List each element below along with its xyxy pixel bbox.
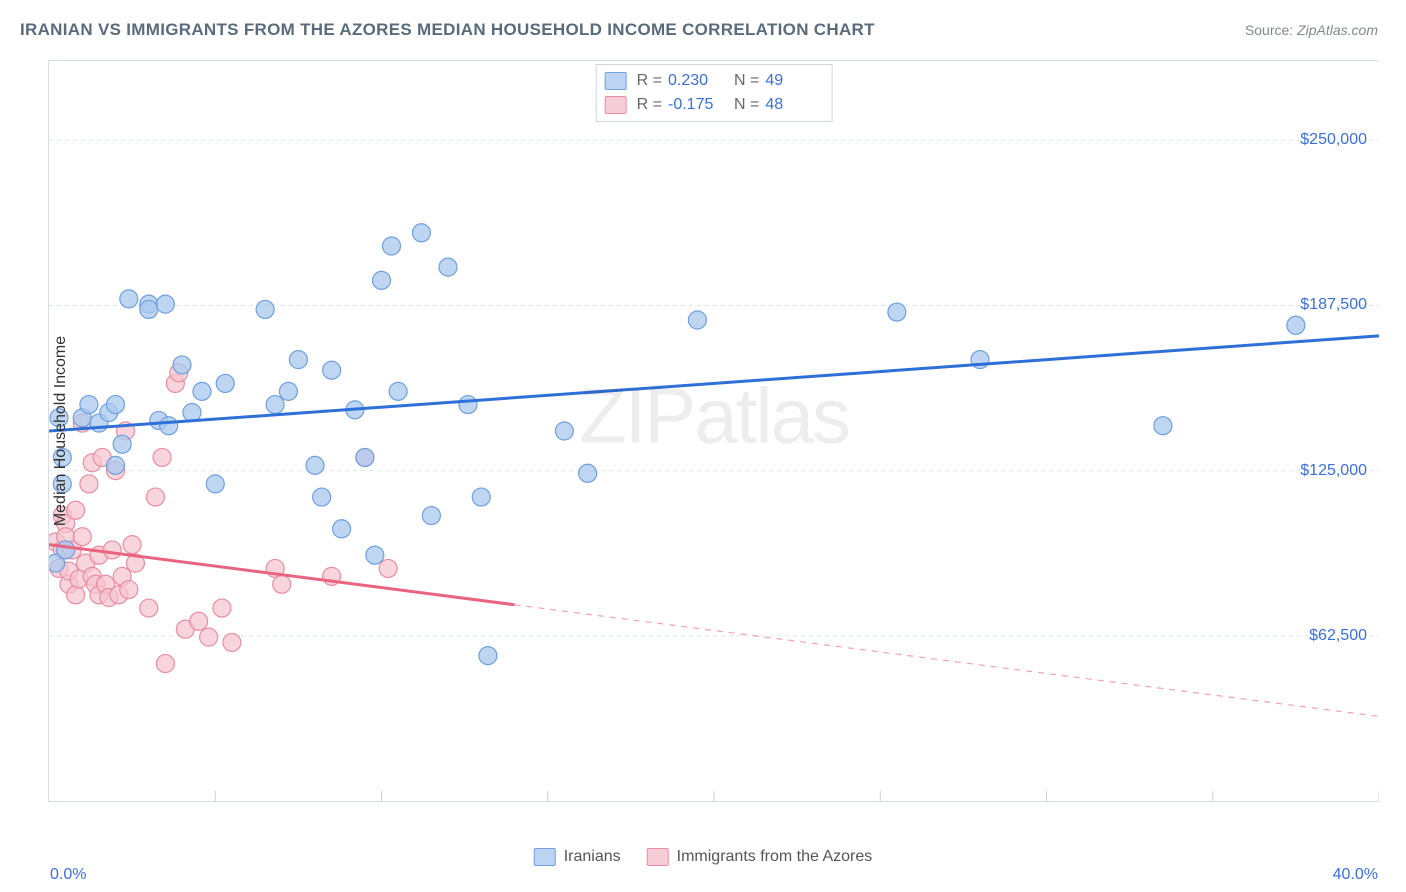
scatter-point-s1 — [389, 382, 407, 400]
scatter-point-s1 — [183, 404, 201, 422]
scatter-point-s1 — [459, 396, 477, 414]
scatter-point-s1 — [439, 258, 457, 276]
chart-plot-area: ZIPatlas R = 0.230 N = 49 R = -0.175 N =… — [48, 60, 1379, 802]
stats-r-value: -0.175 — [668, 96, 724, 114]
scatter-point-s1 — [193, 382, 211, 400]
source-attribution: Source: ZipAtlas.com — [1245, 22, 1378, 38]
scatter-point-s1 — [472, 488, 490, 506]
series-legend: Iranians Immigrants from the Azores — [534, 848, 873, 866]
source-label: Source: — [1245, 22, 1293, 38]
scatter-point-s1 — [1287, 316, 1305, 334]
scatter-point-s1 — [113, 435, 131, 453]
scatter-point-s1 — [80, 396, 98, 414]
stats-n-label: N = — [734, 96, 759, 114]
scatter-point-s1 — [888, 303, 906, 321]
legend-item-s1: Iranians — [534, 848, 621, 866]
stats-n-label: N = — [734, 72, 759, 90]
scatter-point-s1 — [579, 464, 597, 482]
scatter-point-s1 — [216, 374, 234, 392]
legend-swatch-s2 — [647, 848, 669, 866]
scatter-point-s2 — [140, 599, 158, 617]
page-root: IRANIAN VS IMMIGRANTS FROM THE AZORES ME… — [0, 0, 1406, 892]
scatter-point-s1 — [120, 290, 138, 308]
scatter-point-s1 — [173, 356, 191, 374]
scatter-point-s2 — [190, 612, 208, 630]
source-link[interactable]: ZipAtlas.com — [1297, 22, 1378, 38]
y-axis-label: Median Household Income — [52, 336, 70, 526]
scatter-point-s1 — [289, 351, 307, 369]
scatter-point-s1 — [156, 295, 174, 313]
trend-line-s2-extrapolated — [515, 605, 1380, 717]
chart-title: IRANIAN VS IMMIGRANTS FROM THE AZORES ME… — [20, 20, 875, 40]
scatter-point-s2 — [146, 488, 164, 506]
scatter-point-s2 — [213, 599, 231, 617]
y-tick-label: $187,500 — [1300, 296, 1367, 314]
legend-item-s2: Immigrants from the Azores — [647, 848, 873, 866]
stats-n-value: 49 — [765, 72, 821, 90]
x-axis-start-label: 0.0% — [50, 866, 86, 884]
scatter-point-s1 — [266, 396, 284, 414]
scatter-point-s1 — [1154, 417, 1172, 435]
scatter-point-s1 — [688, 311, 706, 329]
stats-r-label: R = — [637, 72, 662, 90]
scatter-point-s2 — [200, 628, 218, 646]
stats-legend: R = 0.230 N = 49 R = -0.175 N = 48 — [596, 64, 833, 122]
scatter-point-s1 — [366, 546, 384, 564]
stats-legend-row: R = 0.230 N = 49 — [605, 69, 822, 93]
scatter-point-s2 — [223, 633, 241, 651]
scatter-point-s1 — [160, 417, 178, 435]
scatter-point-s1 — [256, 300, 274, 318]
scatter-point-s2 — [80, 475, 98, 493]
scatter-point-s1 — [479, 647, 497, 665]
stats-n-value: 48 — [765, 96, 821, 114]
scatter-point-s1 — [333, 520, 351, 538]
scatter-point-s1 — [382, 237, 400, 255]
scatter-point-s2 — [156, 655, 174, 673]
scatter-point-s2 — [67, 586, 85, 604]
legend-label: Immigrants from the Azores — [677, 848, 873, 866]
stats-r-label: R = — [637, 96, 662, 114]
scatter-point-s2 — [103, 541, 121, 559]
y-tick-label: $125,000 — [1300, 462, 1367, 480]
y-tick-label: $250,000 — [1300, 131, 1367, 149]
legend-swatch-s2 — [605, 96, 627, 114]
legend-swatch-s1 — [534, 848, 556, 866]
scatter-point-s1 — [373, 271, 391, 289]
scatter-point-s2 — [120, 581, 138, 599]
x-axis-end-label: 40.0% — [1333, 866, 1378, 884]
scatter-point-s1 — [323, 361, 341, 379]
trend-line-s1 — [49, 336, 1379, 431]
legend-swatch-s1 — [605, 72, 627, 90]
scatter-point-s1 — [306, 456, 324, 474]
scatter-point-s1 — [107, 396, 125, 414]
scatter-point-s1 — [107, 456, 125, 474]
scatter-point-s2 — [73, 528, 91, 546]
scatter-point-s1 — [422, 507, 440, 525]
scatter-point-s2 — [123, 536, 141, 554]
scatter-point-s1 — [140, 300, 158, 318]
legend-label: Iranians — [564, 848, 621, 866]
scatter-point-s1 — [555, 422, 573, 440]
scatter-point-s1 — [313, 488, 331, 506]
scatter-point-s1 — [412, 224, 430, 242]
scatter-point-s1 — [279, 382, 297, 400]
chart-svg — [49, 61, 1379, 801]
scatter-point-s2 — [153, 448, 171, 466]
scatter-point-s1 — [57, 541, 75, 559]
stats-legend-row: R = -0.175 N = 48 — [605, 93, 822, 117]
stats-r-value: 0.230 — [668, 72, 724, 90]
scatter-point-s1 — [356, 448, 374, 466]
y-tick-label: $62,500 — [1309, 627, 1367, 645]
scatter-point-s1 — [206, 475, 224, 493]
scatter-point-s2 — [273, 575, 291, 593]
scatter-point-s2 — [379, 559, 397, 577]
